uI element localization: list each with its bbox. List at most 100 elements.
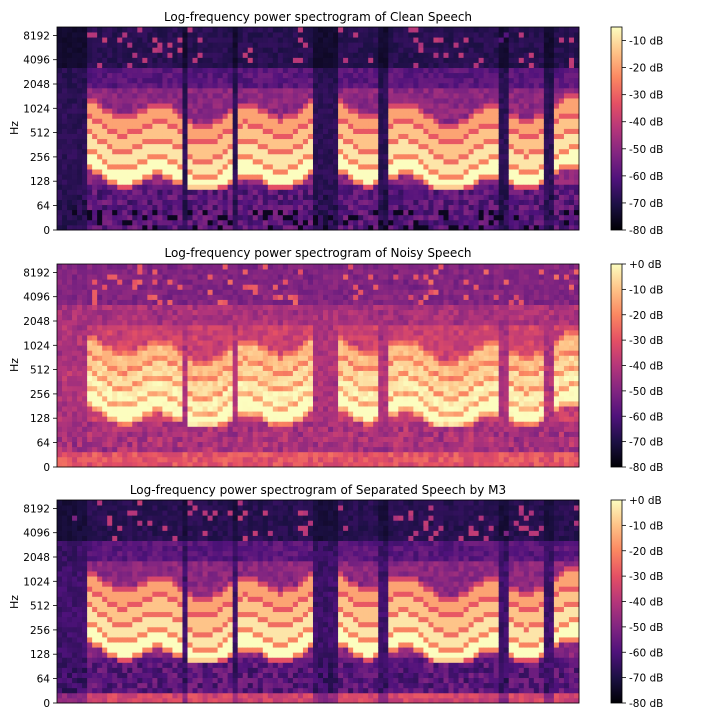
heatmap-cell xyxy=(318,57,324,63)
heatmap-cell xyxy=(398,219,404,226)
heatmap-cell xyxy=(383,123,389,129)
heatmap-cell xyxy=(207,158,213,165)
heatmap-cell xyxy=(137,289,143,295)
heatmap-cell xyxy=(122,204,128,211)
heatmap-cell xyxy=(343,164,349,170)
heatmap-cell xyxy=(358,123,364,129)
heatmap-cell xyxy=(423,27,429,33)
heatmap-cell xyxy=(107,204,113,211)
heatmap-cell xyxy=(107,319,113,326)
heatmap-cell xyxy=(503,169,510,175)
heatmap-cell xyxy=(222,153,229,160)
heatmap-cell xyxy=(518,184,525,190)
heatmap-cell xyxy=(368,148,374,155)
heatmap-cell xyxy=(97,87,103,94)
heatmap-cell xyxy=(573,27,580,33)
heatmap-cell xyxy=(192,118,198,124)
heatmap-cell xyxy=(428,77,434,84)
heatmap-cell xyxy=(493,42,500,48)
heatmap-cell xyxy=(553,103,560,109)
heatmap-cell xyxy=(287,118,294,124)
heatmap-cell xyxy=(543,113,550,119)
heatmap-cell xyxy=(528,194,535,200)
heatmap-cell xyxy=(112,319,118,326)
heatmap-cell xyxy=(137,436,143,443)
heatmap-cell xyxy=(553,27,560,33)
heatmap-cell xyxy=(543,224,550,231)
heatmap-cell xyxy=(197,224,203,231)
heatmap-cell xyxy=(77,345,83,351)
heatmap-cell xyxy=(483,164,490,170)
heatmap-cell xyxy=(207,67,213,74)
heatmap-cell xyxy=(438,32,444,38)
heatmap-cell xyxy=(423,179,429,185)
heatmap-cell xyxy=(97,350,103,356)
heatmap-cell xyxy=(102,224,108,231)
heatmap-cell xyxy=(187,179,193,185)
heatmap-cell xyxy=(157,57,163,63)
heatmap-cell xyxy=(107,274,113,280)
heatmap-cell xyxy=(57,426,63,432)
heatmap-cell xyxy=(282,189,289,195)
heatmap-cell xyxy=(237,199,244,206)
heatmap-cell xyxy=(137,143,143,150)
heatmap-cell xyxy=(57,380,63,387)
heatmap-cell xyxy=(202,118,208,124)
heatmap-cell xyxy=(212,128,219,134)
heatmap-cell xyxy=(463,108,469,114)
heatmap-cell xyxy=(358,209,364,216)
heatmap-cell xyxy=(558,199,565,206)
heatmap-cell xyxy=(212,118,219,124)
heatmap-cell xyxy=(297,169,304,175)
heatmap-cell xyxy=(87,92,93,99)
heatmap-cell xyxy=(147,77,153,84)
heatmap-cell xyxy=(503,209,510,216)
heatmap-cell xyxy=(162,148,168,155)
heatmap-cell xyxy=(282,87,289,94)
heatmap-cell xyxy=(152,37,158,43)
heatmap-cell xyxy=(438,148,444,155)
heatmap-cell xyxy=(528,148,535,155)
heatmap-cell xyxy=(162,123,168,129)
heatmap-cell xyxy=(122,406,128,412)
heatmap-cell xyxy=(287,164,294,170)
heatmap-cell xyxy=(142,32,148,38)
heatmap-cell xyxy=(252,204,259,211)
heatmap-cell xyxy=(117,314,123,321)
heatmap-cell xyxy=(393,77,399,84)
heatmap-cell xyxy=(413,219,419,226)
heatmap-cell xyxy=(192,113,198,119)
heatmap-cell xyxy=(568,204,575,211)
heatmap-cell xyxy=(197,57,203,63)
heatmap-cell xyxy=(152,385,158,392)
heatmap-cell xyxy=(62,128,68,134)
heatmap-cell xyxy=(232,42,239,48)
heatmap-cell xyxy=(448,108,454,114)
heatmap-cell xyxy=(92,77,98,84)
heatmap-cell xyxy=(172,199,178,206)
heatmap-cell xyxy=(67,355,73,361)
heatmap-cell xyxy=(77,390,83,397)
heatmap-cell xyxy=(508,67,515,74)
heatmap-cell xyxy=(177,169,183,175)
heatmap-cell xyxy=(443,169,449,175)
heatmap-cell xyxy=(553,128,560,134)
heatmap-cell xyxy=(277,219,284,226)
heatmap-cell xyxy=(112,57,118,63)
heatmap-cell xyxy=(102,133,108,140)
heatmap-cell xyxy=(87,57,93,63)
heatmap-cell xyxy=(338,57,344,63)
heatmap-cell xyxy=(117,401,123,407)
heatmap-cell xyxy=(202,47,208,53)
heatmap-cell xyxy=(328,103,334,109)
heatmap-cell xyxy=(363,209,369,216)
heatmap-cell xyxy=(202,42,208,48)
heatmap-cell xyxy=(82,365,88,371)
heatmap-cell xyxy=(443,87,449,94)
heatmap-cell xyxy=(82,209,88,216)
heatmap-cell xyxy=(488,143,495,150)
heatmap-cell xyxy=(112,77,118,84)
heatmap-cell xyxy=(127,380,133,387)
heatmap-cell xyxy=(92,319,98,326)
heatmap-cell xyxy=(443,133,449,140)
